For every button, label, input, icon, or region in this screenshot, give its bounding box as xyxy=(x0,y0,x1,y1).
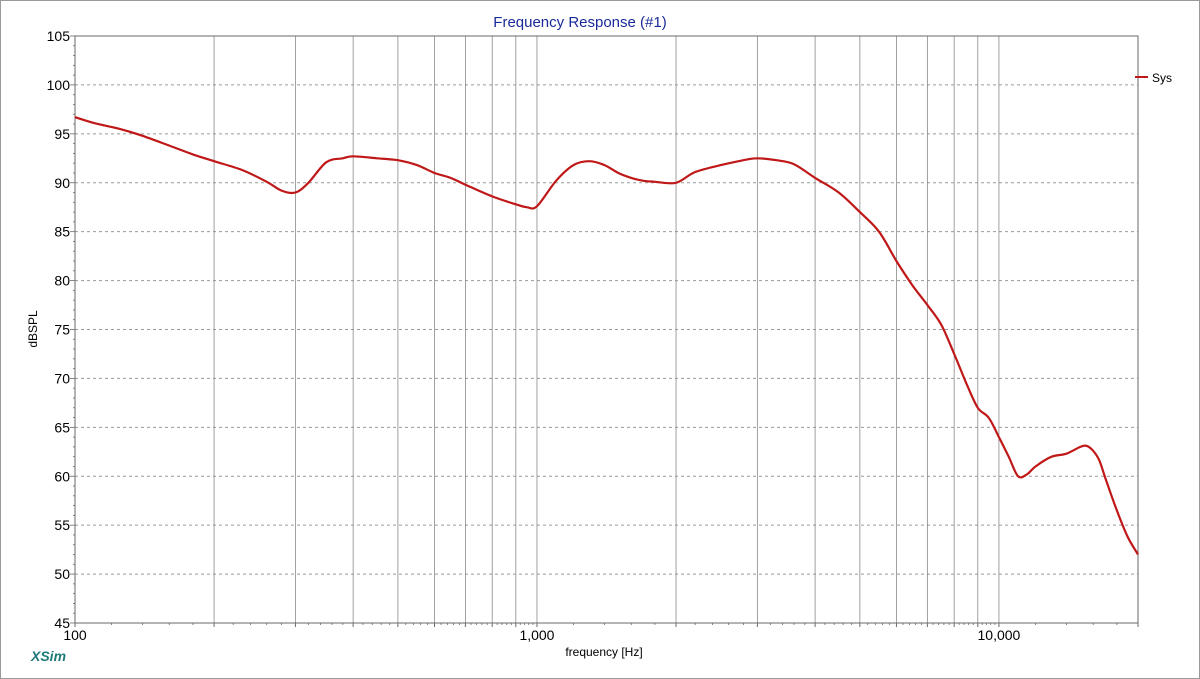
x-axis-label: frequency [Hz] xyxy=(565,645,642,659)
x-tick-label: 10,000 xyxy=(978,627,1021,643)
y-tick-label: 85 xyxy=(54,224,70,240)
y-tick-label: 100 xyxy=(47,77,71,93)
y-tick-label: 70 xyxy=(54,370,70,386)
plot-area xyxy=(74,35,1139,624)
grid-lines xyxy=(70,35,1139,627)
y-tick-label: 65 xyxy=(54,419,70,435)
y-tick-label: 95 xyxy=(54,126,70,142)
x-tick-labels: 100 1,000 10,000 xyxy=(63,627,1020,643)
xsim-brand-logo: XSim xyxy=(31,648,67,664)
y-tick-label: 60 xyxy=(54,468,70,484)
y-tick-label: 55 xyxy=(54,517,70,533)
y-tick-label: 50 xyxy=(54,566,70,582)
y-tick-label: 45 xyxy=(54,615,70,631)
y-tick-label: 75 xyxy=(54,322,70,338)
series-line-sys xyxy=(74,116,1139,556)
legend[interactable]: Sys xyxy=(1135,71,1172,85)
y-tick-labels: 45 50 55 60 65 70 75 80 85 90 95 100 105 xyxy=(47,28,71,631)
legend-label-sys: Sys xyxy=(1152,71,1172,85)
x-tick-label: 1,000 xyxy=(519,627,554,643)
y-tick-label: 90 xyxy=(54,175,70,191)
x-tick-label: 100 xyxy=(63,627,87,643)
chart-title: Frequency Response (#1) xyxy=(493,14,666,31)
series-layer xyxy=(74,116,1139,556)
y-tick-label: 80 xyxy=(54,273,70,289)
y-tick-label: 105 xyxy=(47,28,71,44)
y-axis-label: dBSPL xyxy=(26,310,40,348)
